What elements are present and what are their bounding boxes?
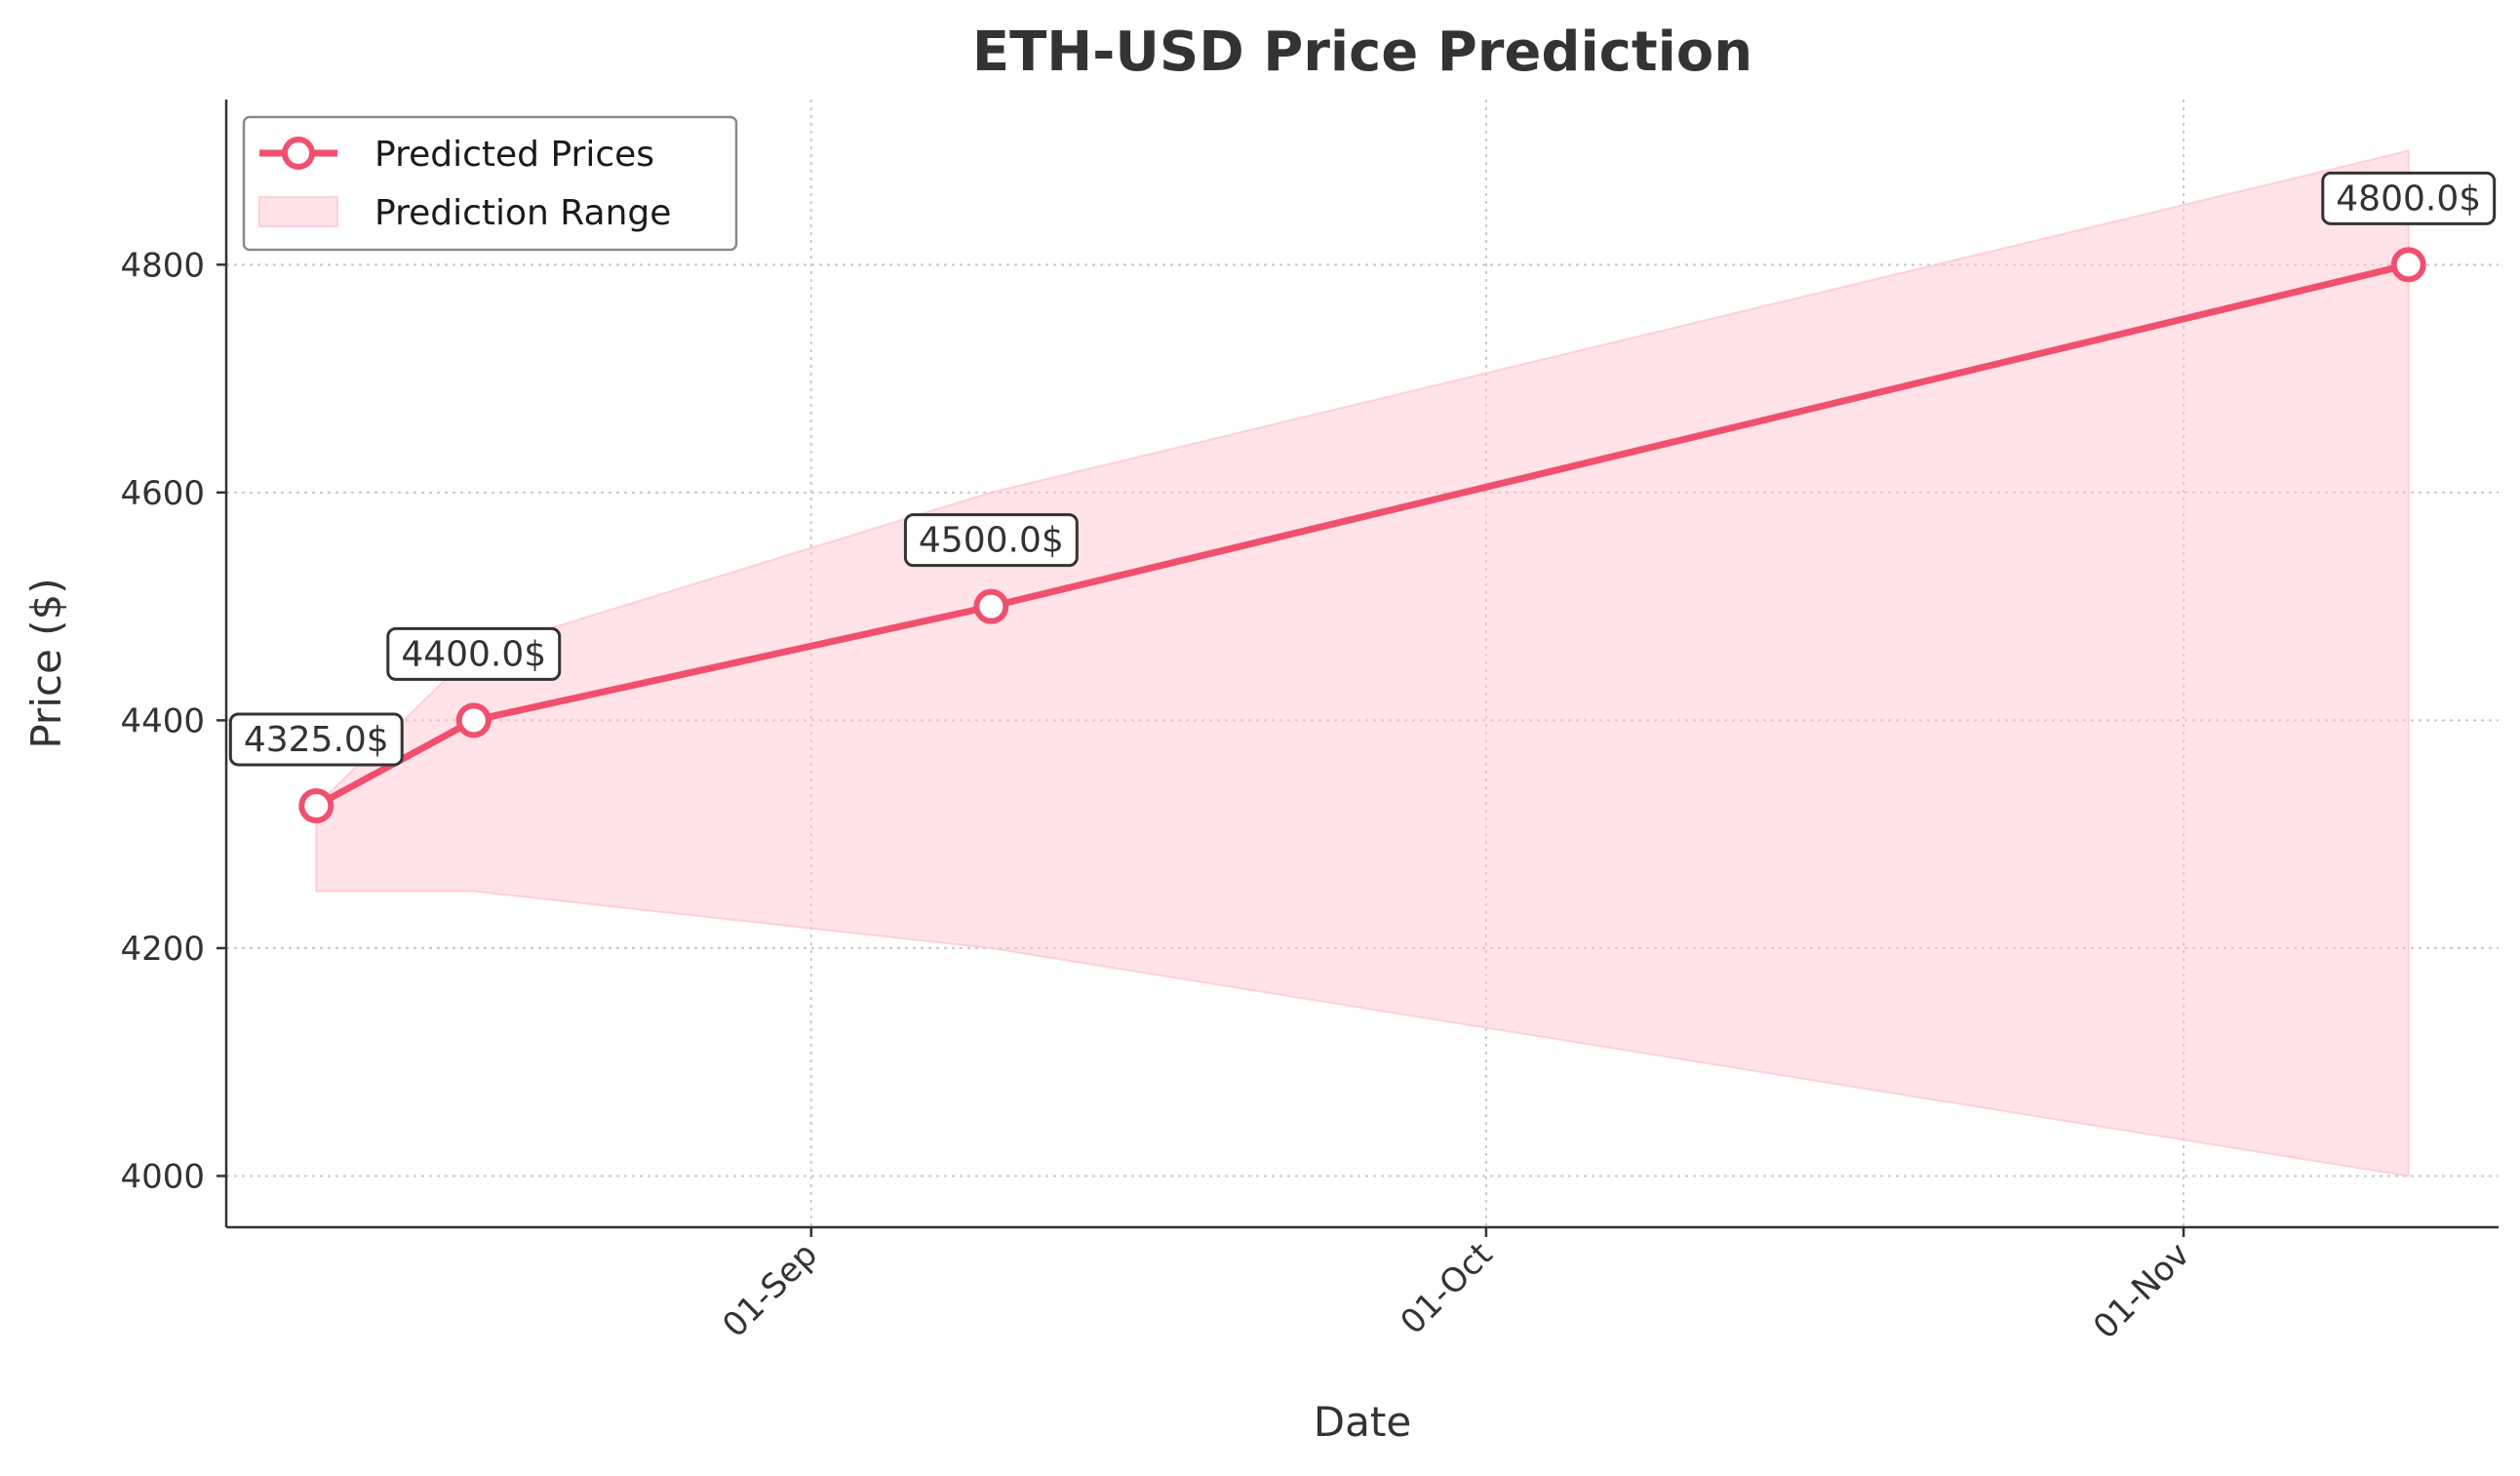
legend-area-swatch	[258, 196, 338, 227]
y-tick-label: 4400	[120, 701, 205, 740]
legend-label: Predicted Prices	[374, 135, 654, 175]
chart-title: ETH-USD Price Prediction	[972, 20, 1752, 84]
data-label: 4800.0$	[2336, 179, 2481, 219]
legend: Predicted Prices Prediction Range	[242, 115, 738, 252]
data-label-box	[2321, 171, 2497, 225]
legend-marker-swatch	[282, 137, 315, 170]
x-axis-label: Date	[1314, 1398, 1411, 1446]
data-label: 4325.0$	[244, 720, 389, 760]
axes	[224, 100, 2499, 1229]
data-label-box	[228, 712, 404, 767]
grid	[226, 100, 2499, 1227]
prediction-range-band	[315, 149, 2410, 1177]
data-label: 4400.0$	[401, 634, 546, 674]
data-point	[973, 588, 1009, 624]
legend-frame	[242, 115, 738, 252]
y-tick-label: 4800	[120, 246, 205, 285]
data-point	[2390, 247, 2426, 283]
legend-label: Prediction Range	[374, 193, 671, 233]
data-point	[455, 702, 492, 738]
annotations: 4325.0$ 4400.0$ 4500.0$ 4800.0$	[228, 171, 2497, 767]
data-label: 4500.0$	[919, 521, 1064, 561]
y-tick-label: 4600	[120, 474, 205, 513]
data-label-box	[903, 513, 1079, 568]
y-tick-label: 4000	[120, 1157, 205, 1196]
prediction-range-area	[315, 149, 2410, 1177]
data-point	[298, 787, 335, 823]
y-axis-label: Price ($)	[22, 578, 70, 748]
y-tick-label: 4200	[120, 930, 205, 969]
data-label-box	[386, 626, 562, 681]
